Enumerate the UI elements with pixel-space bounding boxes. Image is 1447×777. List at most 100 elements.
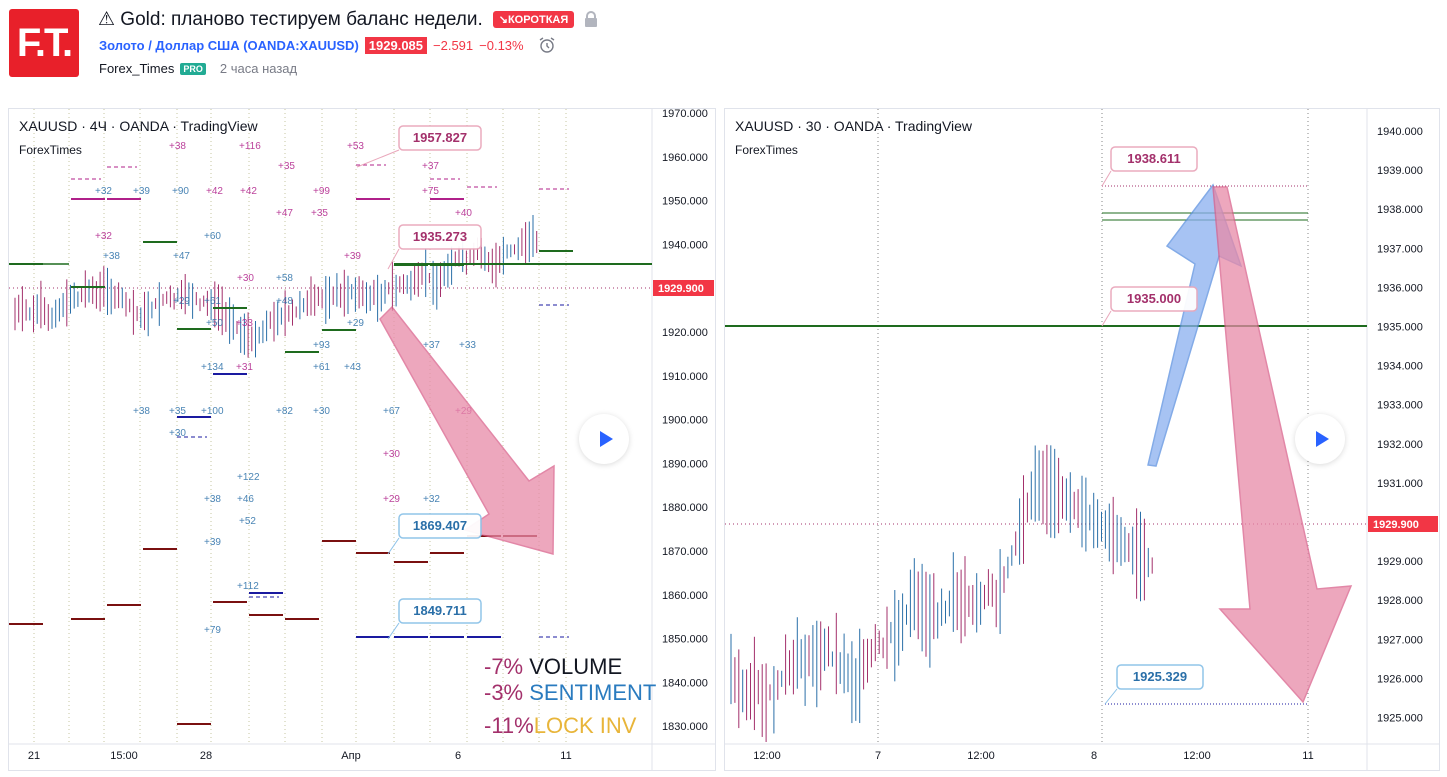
legend-sentiment: -3% SENTIMENT xyxy=(484,680,656,706)
right-current-price-label: 1929.900 xyxy=(1373,519,1419,531)
right-y-tick-label: 1928.000 xyxy=(1377,595,1423,607)
left-volume-label: +37 xyxy=(422,161,439,172)
chart-right-title: XAUUSD · 30 · OANDA · TradingView xyxy=(735,118,973,134)
left-callout-label: 1869.407 xyxy=(413,518,467,533)
left-volume-label: +112 xyxy=(237,581,259,592)
left-volume-label: +35 xyxy=(169,406,186,417)
right-x-tick-label: 12:00 xyxy=(753,750,781,762)
left-volume-label: +43 xyxy=(344,362,361,373)
play-button-right[interactable] xyxy=(1295,414,1345,464)
published-time: 2 часа назад xyxy=(219,61,298,76)
legend-volume: -7% VOLUME xyxy=(484,654,622,680)
right-callout-pointer xyxy=(1101,170,1112,187)
left-volume-label: +90 xyxy=(172,186,189,197)
right-y-tick-label: 1936.000 xyxy=(1377,282,1423,294)
idea-header: F.T. ⚠ Gold: планово тестируем баланс не… xyxy=(0,0,1447,100)
left-volume-label: +38 xyxy=(133,406,150,417)
left-volume-label: +32 xyxy=(423,494,440,505)
right-y-tick-label: 1932.000 xyxy=(1377,439,1423,451)
chart-left-canvas[interactable]: 1970.0001960.0001950.0001940.0001930.000… xyxy=(9,109,715,770)
left-y-tick-label: 1960.000 xyxy=(662,152,708,164)
left-volume-label: +29 xyxy=(347,318,364,329)
chart-right[interactable]: 1940.000 1939.000 1938.000 1937.000 1936.000… xyxy=(724,108,1440,771)
right-x-tick-label: 12:00 xyxy=(967,750,995,762)
idea-title: ⚠ Gold: планово тестируем баланс недели. xyxy=(98,8,483,30)
left-y-tick-label: 1830.000 xyxy=(662,721,708,733)
left-volume-label: +33 xyxy=(236,318,253,329)
short-badge: ↘КОРОТКАЯ xyxy=(492,10,575,28)
legend-volume-label: VOLUME xyxy=(529,654,623,679)
left-y-tick-label: 1950.000 xyxy=(662,196,708,208)
play-button-left[interactable] xyxy=(579,414,629,464)
chart-right-canvas[interactable]: 1940.000 1939.000 1938.000 1937.000 1936.000… xyxy=(725,109,1439,770)
left-volume-label: +38 xyxy=(103,251,120,262)
chart-left[interactable]: 1970.0001960.0001950.0001940.0001930.000… xyxy=(8,108,716,771)
right-y-tick-label: 1935.000 xyxy=(1377,322,1423,334)
left-volume-label: +39 xyxy=(344,251,361,262)
left-volume-label: +37 xyxy=(423,340,440,351)
play-icon xyxy=(1315,431,1329,447)
left-volume-label: +31 xyxy=(236,362,253,373)
left-volume-label: +40 xyxy=(455,208,472,219)
legend-lock-inv: -11%LOCK INV xyxy=(484,713,636,739)
left-volume-label: +30 xyxy=(313,406,330,417)
left-volume-label: +52 xyxy=(239,516,256,527)
right-y-tick-label: 1938.000 xyxy=(1377,204,1423,216)
chart-left-watermark: ForexTimes xyxy=(19,143,82,157)
right-y-tick-label: 1931.000 xyxy=(1377,478,1423,490)
right-y-tick-label: 1926.000 xyxy=(1377,673,1423,685)
legend-lock-inv-pct: -11% xyxy=(484,713,534,738)
lock-icon xyxy=(584,10,598,28)
right-y-tick-label: 1934.000 xyxy=(1377,361,1423,373)
alarm-clock-icon[interactable] xyxy=(538,36,556,54)
left-volume-label: +42 xyxy=(240,186,257,197)
left-callout-pointer xyxy=(387,537,400,555)
left-volume-label: +116 xyxy=(239,141,261,152)
left-callout-label: 1935.273 xyxy=(413,229,467,244)
left-x-tick-label: Апр xyxy=(341,750,360,762)
legend-volume-pct: -7% xyxy=(484,654,524,679)
left-volume-label: +47 xyxy=(276,208,293,219)
left-volume-label: +39 xyxy=(204,537,221,548)
right-callout-label: 1938.611 xyxy=(1127,151,1181,166)
author-row: Forex_Times PRO 2 часа назад xyxy=(99,61,297,76)
price-change: −2.591 xyxy=(433,37,474,53)
left-volume-label: +32 xyxy=(95,186,112,197)
left-volume-label: +33 xyxy=(459,340,476,351)
left-volume-label: +79 xyxy=(204,625,221,636)
left-volume-label: +122 xyxy=(237,472,260,483)
right-y-tick-label: 1927.000 xyxy=(1377,634,1423,646)
right-y-tick-label: 1937.000 xyxy=(1377,243,1423,255)
right-y-tick-label: 1939.000 xyxy=(1377,165,1423,177)
right-x-tick-label: 8 xyxy=(1091,750,1097,762)
right-y-tick-label: 1925.000 xyxy=(1377,713,1423,725)
author-logo[interactable]: F.T. xyxy=(9,9,79,77)
left-volume-label: +32 xyxy=(95,231,112,242)
left-x-tick-label: 28 xyxy=(200,750,212,762)
right-short-arrow xyxy=(1212,186,1353,704)
left-y-tick-label: 1860.000 xyxy=(662,590,708,602)
left-callout-box xyxy=(398,125,482,151)
legend-sentiment-pct: -3% xyxy=(484,680,524,705)
left-volume-label: +93 xyxy=(313,340,330,351)
right-callout-box xyxy=(1116,664,1204,690)
legend-sentiment-label: SENTIMENT xyxy=(529,680,657,705)
chart-left-title: XAUUSD · 4Ч · OANDA · TradingView xyxy=(19,118,258,134)
legend-lock-inv-label: LOCK INV xyxy=(533,713,637,738)
left-y-tick-label: 1940.000 xyxy=(662,239,708,251)
left-callout-label: 1849.711 xyxy=(413,603,467,618)
author-name[interactable]: Forex_Times xyxy=(99,61,175,76)
left-x-tick-label: 11 xyxy=(560,750,571,762)
left-volume-label: +30 xyxy=(169,428,186,439)
left-volume-label: +50 xyxy=(206,318,223,329)
chart-right-watermark: ForexTimes xyxy=(735,143,798,157)
left-volume-label: +38 xyxy=(169,141,186,152)
left-volume-label: +42 xyxy=(206,186,223,197)
left-volume-label: +38 xyxy=(204,494,221,505)
left-volume-label: +134 xyxy=(201,362,224,373)
left-callout-pointer xyxy=(356,149,400,168)
left-y-tick-label: 1910.000 xyxy=(662,371,708,383)
left-y-tick-label: 1850.000 xyxy=(662,634,708,646)
symbol-link[interactable]: Золото / Доллар США (OANDA:XAUUSD) xyxy=(99,37,359,53)
right-current-price-tag xyxy=(1368,516,1438,532)
